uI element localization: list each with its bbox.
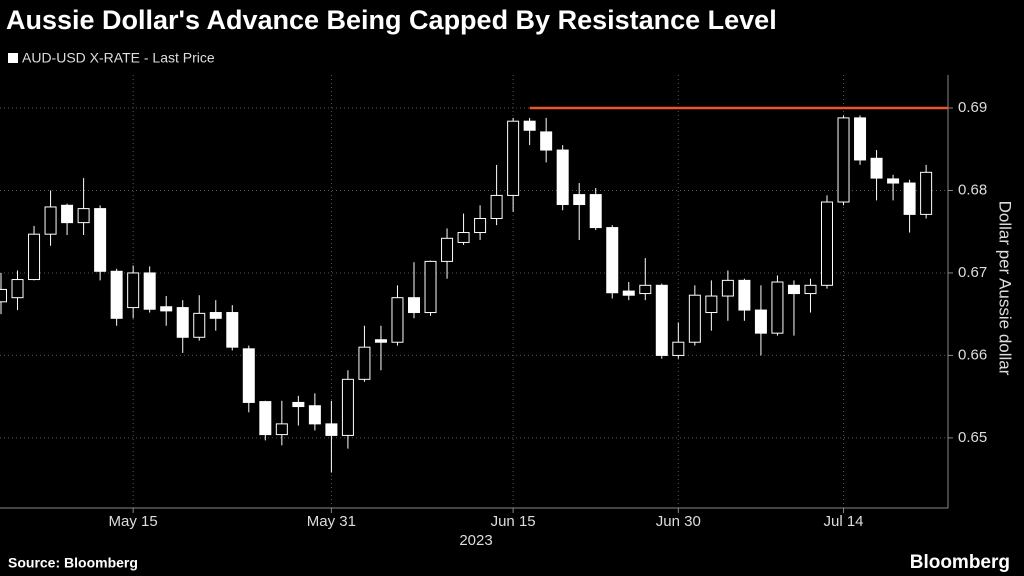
candle-body [441,237,454,262]
candle-body [143,272,156,310]
candle-body [655,284,668,356]
candle-body [11,279,24,299]
candle-body [754,309,767,334]
candle-body [160,306,173,312]
candle-body [639,284,652,295]
candle-body [44,206,57,235]
x-tick-label: May 31 [307,513,356,530]
candle-body [391,297,404,343]
candle-body [308,405,321,425]
candle-body [457,232,470,243]
candle-body [275,423,288,436]
candle-body [622,290,635,296]
candle-body [540,131,553,151]
candle-body [787,284,800,295]
candle-body [854,117,867,161]
candle-body [358,346,371,380]
candle-body [490,194,503,220]
candle-body [573,194,586,205]
candle-body [28,233,41,281]
candle-body [705,295,718,314]
candle-body [721,279,734,297]
candle-body [127,272,140,309]
candle-body [771,281,784,334]
candle-body [556,149,569,205]
candle-body [920,171,933,215]
candle-body [193,312,206,338]
candle-body [77,208,90,224]
x-axis-label: 2023 [459,532,492,549]
x-tick-label: Jun 30 [656,513,701,530]
legend-label: AUD-USD X-RATE - Last Price [22,50,215,66]
brand-logo: Bloomberg [910,552,1010,573]
candle-body [606,227,619,294]
y-axis-label: Dollar per Aussie dollar [996,201,1015,376]
candle-body [821,201,833,286]
y-tick-label: 0.67 [958,264,987,281]
candle-body [424,260,437,314]
x-tick-label: Jul 14 [824,513,864,530]
candle-body [870,157,883,179]
candle-body [341,378,354,436]
candle-body [110,270,123,319]
candle-body [589,194,602,229]
x-tick-label: May 15 [109,513,158,530]
candle-body [523,120,536,131]
legend-swatch [8,53,18,63]
chart-title: Aussie Dollar's Advance Being Capped By … [6,5,777,35]
candle-body [804,284,817,295]
candle-body [507,120,520,196]
candle-body [259,401,272,436]
candle-body [672,341,685,356]
candle-body [325,423,338,436]
candle-body [176,307,189,338]
candle-body [887,178,900,184]
candle-body [903,182,916,215]
candle-body [242,348,255,403]
candle-body [374,339,387,343]
y-tick-label: 0.66 [958,346,987,363]
y-tick-label: 0.65 [958,429,987,446]
candle-body [837,117,850,203]
x-tick-label: Jun 15 [491,513,536,530]
candle-body [226,312,239,348]
candle-body [688,294,701,343]
candle-body [474,218,487,234]
candle-body [94,208,107,272]
candle-body [61,204,74,224]
candle-body [209,312,222,319]
source: Source: Bloomberg [8,555,138,571]
y-tick-label: 0.68 [958,181,987,198]
candle-body [738,279,751,311]
candle-body [0,288,7,303]
y-tick-label: 0.69 [958,99,987,116]
candle-body [408,297,420,314]
candle-body [292,401,305,408]
